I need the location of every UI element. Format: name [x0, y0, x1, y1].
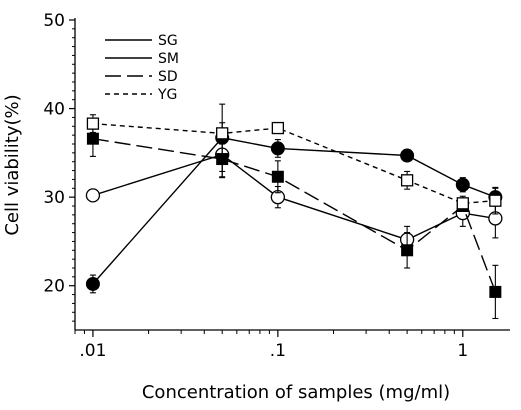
- legend-label: SG: [158, 33, 178, 49]
- y-axis-label: Cell viability(%): [2, 94, 23, 235]
- y-tick-label: 50: [43, 11, 65, 31]
- x-tick-label: 1: [457, 341, 468, 361]
- x-tick-label: .01: [79, 341, 106, 361]
- open-square-marker: [271, 121, 285, 135]
- filled-circle-marker: [455, 177, 470, 192]
- x-axis-label: Concentration of samples (mg/ml): [142, 382, 450, 403]
- open-square-marker: [86, 117, 100, 130]
- y-tick-label: 30: [43, 188, 65, 208]
- filled-square-marker: [401, 244, 414, 257]
- axes: 20 30 40 50 .01 .1 1: [43, 11, 510, 361]
- legend-item-yg: YG: [105, 87, 177, 103]
- open-square-marker: [456, 197, 469, 210]
- filled-square-marker: [489, 285, 502, 298]
- filled-square-marker: [271, 170, 284, 183]
- filled-square-marker: [86, 132, 99, 145]
- legend-label: SD: [158, 69, 178, 85]
- series-sm: [85, 103, 503, 294]
- legend-label: SM: [158, 51, 179, 67]
- filled-circle-marker: [400, 148, 415, 163]
- open-circle-marker: [85, 188, 101, 203]
- open-square-marker: [216, 127, 229, 140]
- legend-item-sd: SD: [105, 69, 178, 85]
- series-layer: [85, 103, 503, 320]
- series-line: [92, 138, 497, 293]
- y-tick-label: 40: [43, 100, 65, 120]
- open-square-marker: [489, 194, 502, 207]
- series-line: [92, 153, 496, 241]
- legend-item-sm: SM: [105, 51, 179, 67]
- filled-circle-marker: [85, 276, 100, 291]
- filled-circle-marker: [270, 141, 285, 156]
- series-line: [92, 122, 496, 205]
- open-square-marker: [400, 174, 414, 187]
- filled-square-marker: [216, 153, 229, 166]
- series-line: [92, 137, 496, 285]
- legend: SG SM SD YG: [105, 33, 179, 103]
- legend-item-sg: SG: [105, 33, 178, 49]
- legend-label: YG: [157, 87, 177, 103]
- series-yg: [86, 114, 502, 215]
- y-tick-label: 20: [43, 277, 65, 297]
- x-tick-label: .1: [270, 341, 286, 361]
